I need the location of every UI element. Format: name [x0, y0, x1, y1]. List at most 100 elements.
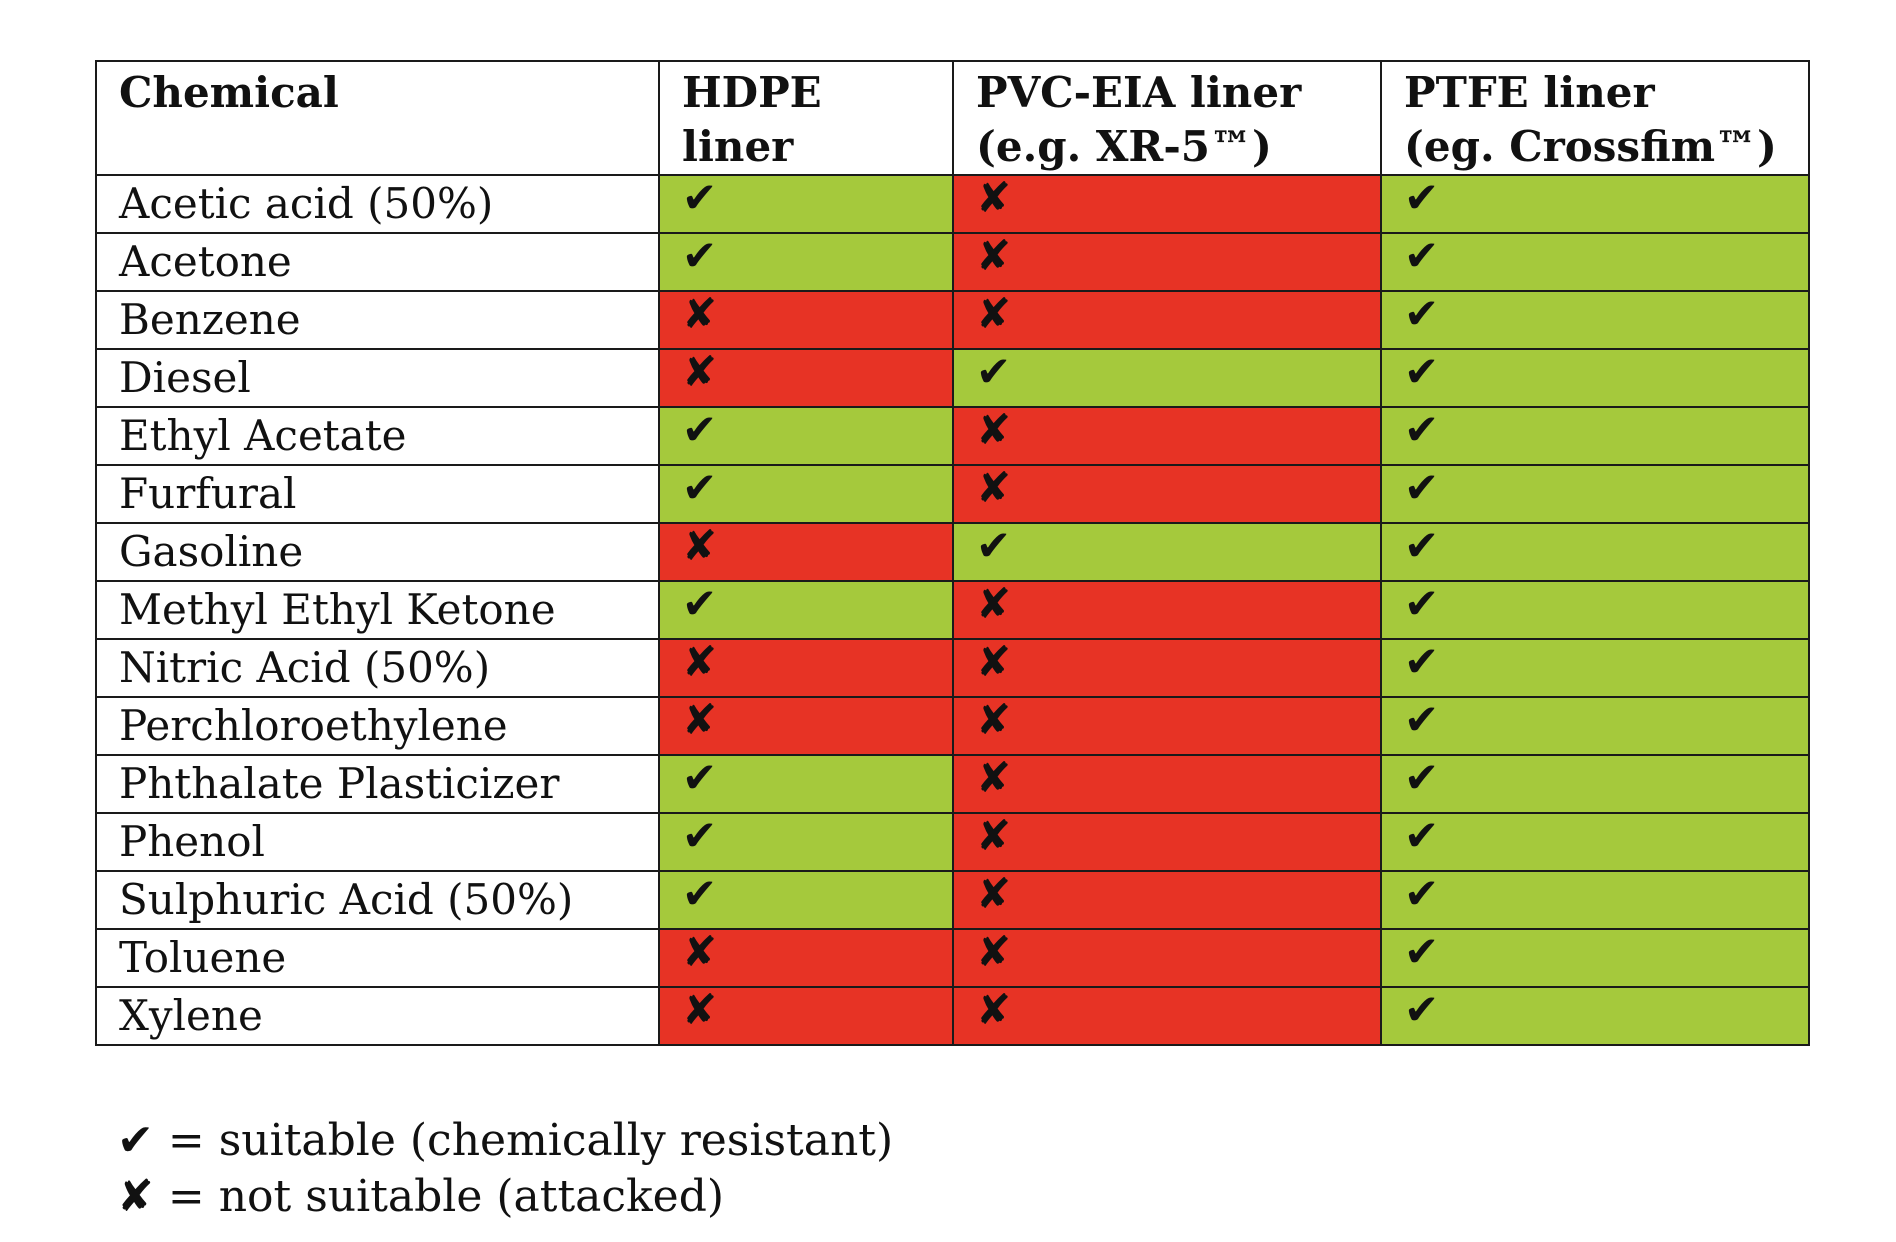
table-row: Sulphuric Acid (50%) ✔ ✘ ✔: [95, 869, 1810, 930]
chemical-name-cell: Gasoline: [95, 522, 660, 582]
ptfe-status-cell: ✔: [1380, 173, 1810, 234]
check-icon: ✔: [682, 405, 718, 454]
legend-suitable: ✔ = suitable (chemically resistant): [117, 1114, 893, 1168]
header-ptfe: PTFE liner (eg. Crossfim™): [1380, 60, 1810, 176]
legend-unsuitable: ✘ = not suitable (attacked): [117, 1170, 724, 1224]
cross-icon: ✘: [682, 637, 718, 686]
cross-icon: ✘: [682, 347, 718, 396]
ptfe-status-cell: ✔: [1380, 405, 1810, 466]
check-icon: ✔: [1404, 753, 1440, 802]
hdpe-status-cell: ✘: [658, 521, 954, 582]
chemical-name-cell: Phthalate Plasticizer: [95, 754, 660, 814]
check-icon: ✔: [117, 1115, 154, 1166]
check-icon: ✔: [682, 173, 718, 222]
hdpe-status-cell: ✔: [658, 811, 954, 872]
ptfe-status-cell: ✔: [1380, 811, 1810, 872]
cross-icon: ✘: [976, 811, 1012, 860]
cross-icon: ✘: [976, 869, 1012, 918]
table-row: Furfural ✔ ✘ ✔: [95, 463, 1810, 524]
ptfe-status-cell: ✔: [1380, 463, 1810, 524]
chemical-name-cell: Toluene: [95, 928, 660, 988]
check-icon: ✔: [976, 347, 1012, 396]
check-icon: ✔: [1404, 869, 1440, 918]
check-icon: ✔: [1404, 463, 1440, 512]
check-icon: ✔: [976, 521, 1012, 570]
check-icon: ✔: [1404, 521, 1440, 570]
cross-icon: ✘: [976, 637, 1012, 686]
table-row: Xylene ✘ ✘ ✔: [95, 985, 1810, 1046]
table-row: Gasoline ✘ ✔ ✔: [95, 521, 1810, 582]
pvc-status-cell: ✘: [952, 986, 1382, 1046]
check-icon: ✔: [1404, 347, 1440, 396]
check-icon: ✔: [1404, 405, 1440, 454]
ptfe-status-cell: ✔: [1380, 521, 1810, 582]
check-icon: ✔: [1404, 289, 1440, 338]
hdpe-status-cell: ✔: [658, 173, 954, 234]
cross-icon: ✘: [976, 173, 1012, 222]
header-chemical: Chemical: [95, 60, 660, 176]
cross-icon: ✘: [976, 289, 1012, 338]
cross-icon: ✘: [682, 695, 718, 744]
pvc-status-cell: ✘: [952, 637, 1382, 698]
pvc-status-cell: ✔: [952, 347, 1382, 408]
check-icon: ✔: [1404, 637, 1440, 686]
ptfe-status-cell: ✔: [1380, 986, 1810, 1046]
chemical-name-cell: Ethyl Acetate: [95, 406, 660, 466]
check-icon: ✔: [682, 231, 718, 280]
hdpe-status-cell: ✘: [658, 290, 954, 350]
pvc-status-cell: ✘: [952, 869, 1382, 930]
table-row: Benzene ✘ ✘ ✔: [95, 289, 1810, 350]
table-row: Toluene ✘ ✘ ✔: [95, 927, 1810, 988]
ptfe-status-cell: ✔: [1380, 753, 1810, 814]
ptfe-status-cell: ✔: [1380, 347, 1810, 408]
pvc-status-cell: ✘: [952, 695, 1382, 756]
chemical-name-cell: Benzene: [95, 290, 660, 350]
pvc-status-cell: ✘: [952, 289, 1382, 350]
chemical-name-cell: Perchloroethylene: [95, 696, 660, 756]
table-row: Nitric Acid (50%) ✘ ✘ ✔: [95, 637, 1810, 698]
hdpe-status-cell: ✔: [658, 405, 954, 466]
chemical-name-cell: Acetone: [95, 232, 660, 292]
cross-icon: ✘: [976, 695, 1012, 744]
ptfe-status-cell: ✔: [1380, 580, 1810, 640]
check-icon: ✔: [682, 579, 718, 628]
pvc-status-cell: ✘: [952, 173, 1382, 234]
table-row: Diesel ✘ ✔ ✔: [95, 347, 1810, 408]
table-row: Acetone ✔ ✘ ✔: [95, 231, 1810, 292]
check-icon: ✔: [1404, 173, 1440, 222]
hdpe-status-cell: ✔: [658, 579, 954, 640]
chemical-name-cell: Xylene: [95, 986, 660, 1046]
pvc-status-cell: ✘: [952, 580, 1382, 640]
cross-icon: ✘: [976, 405, 1012, 454]
table-header-row: Chemical HDPE liner PVC-EIA liner (e.g. …: [95, 60, 1810, 176]
table-row: Perchloroethylene ✘ ✘ ✔: [95, 695, 1810, 756]
hdpe-status-cell: ✘: [658, 927, 954, 988]
pvc-status-cell: ✘: [952, 753, 1382, 814]
check-icon: ✔: [682, 869, 718, 918]
cross-icon: ✘: [976, 753, 1012, 802]
hdpe-status-cell: ✘: [658, 695, 954, 756]
pvc-status-cell: ✘: [952, 811, 1382, 872]
table-row: Phthalate Plasticizer ✔ ✘ ✔: [95, 753, 1810, 814]
cross-icon: ✘: [682, 985, 718, 1034]
header-pvc: PVC-EIA liner (e.g. XR-5™): [952, 60, 1382, 176]
pvc-status-cell: ✘: [952, 927, 1382, 988]
check-icon: ✔: [1404, 231, 1440, 280]
cross-icon: ✘: [682, 927, 718, 976]
chemical-name-cell: Methyl Ethyl Ketone: [95, 580, 660, 640]
cross-icon: ✘: [682, 521, 718, 570]
hdpe-status-cell: ✔: [658, 869, 954, 930]
chemical-name-cell: Furfural: [95, 464, 660, 524]
table-body: Acetic acid (50%) ✔ ✘ ✔ Acetone ✔ ✘ ✔ Benzene ✘ ✘ ✔…: [95, 173, 1810, 1046]
cross-icon: ✘: [117, 1171, 154, 1222]
pvc-status-cell: ✘: [952, 464, 1382, 524]
chemical-name-cell: Diesel: [95, 348, 660, 408]
chemical-name-cell: Phenol: [95, 812, 660, 872]
check-icon: ✔: [682, 811, 718, 860]
pvc-status-cell: ✘: [952, 232, 1382, 292]
cross-icon: ✘: [976, 927, 1012, 976]
hdpe-status-cell: ✔: [658, 464, 954, 524]
hdpe-status-cell: ✔: [658, 754, 954, 814]
check-icon: ✔: [1404, 811, 1440, 860]
ptfe-status-cell: ✔: [1380, 231, 1810, 292]
